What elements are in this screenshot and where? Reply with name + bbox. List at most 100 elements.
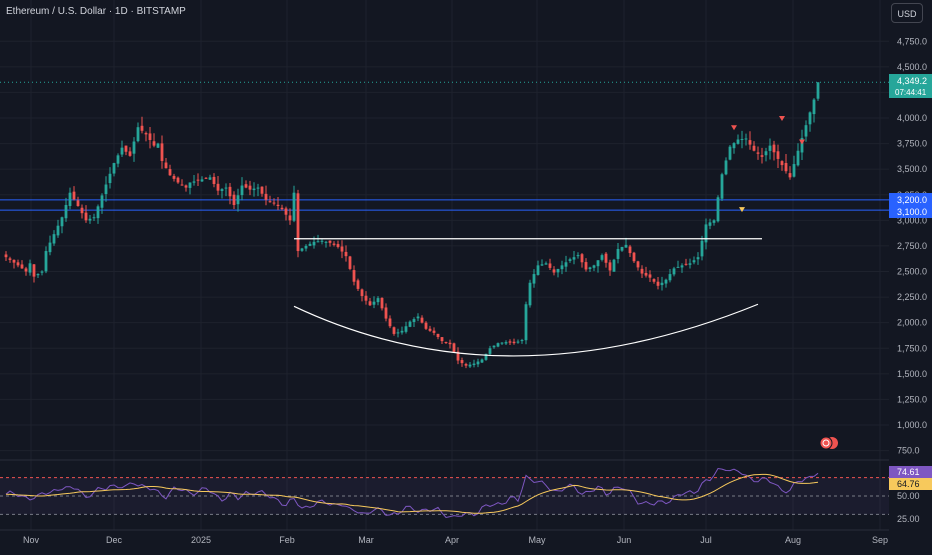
candle[interactable] bbox=[508, 339, 512, 346]
candle[interactable] bbox=[504, 340, 508, 345]
candle[interactable] bbox=[764, 147, 768, 162]
candle[interactable] bbox=[808, 111, 812, 132]
candle[interactable] bbox=[204, 177, 208, 179]
candle[interactable] bbox=[480, 358, 484, 364]
candle[interactable] bbox=[500, 342, 504, 346]
candle[interactable] bbox=[716, 195, 720, 223]
candle[interactable] bbox=[348, 255, 352, 271]
candle[interactable] bbox=[364, 291, 368, 305]
candle[interactable] bbox=[548, 258, 552, 270]
candle[interactable] bbox=[748, 131, 752, 150]
candle[interactable] bbox=[272, 198, 276, 206]
candle[interactable] bbox=[144, 131, 148, 142]
candle[interactable] bbox=[152, 133, 156, 148]
candle[interactable] bbox=[188, 182, 192, 195]
candle[interactable] bbox=[208, 174, 212, 180]
candle[interactable] bbox=[140, 116, 144, 134]
candle[interactable] bbox=[532, 269, 536, 288]
candle[interactable] bbox=[752, 141, 756, 152]
candle[interactable] bbox=[544, 261, 548, 265]
candle[interactable] bbox=[12, 259, 16, 269]
candle[interactable] bbox=[804, 120, 808, 142]
candle[interactable] bbox=[100, 193, 104, 214]
candle[interactable] bbox=[332, 241, 336, 247]
candle[interactable] bbox=[756, 146, 760, 160]
candle[interactable] bbox=[708, 218, 712, 230]
candle[interactable] bbox=[472, 359, 476, 368]
candle[interactable] bbox=[792, 155, 796, 178]
candle[interactable] bbox=[460, 357, 464, 367]
candle[interactable] bbox=[136, 122, 140, 143]
candle[interactable] bbox=[492, 345, 496, 349]
candle[interactable] bbox=[200, 176, 204, 183]
candle[interactable] bbox=[596, 260, 600, 273]
candle[interactable] bbox=[608, 259, 612, 276]
candle[interactable] bbox=[744, 133, 748, 146]
candle[interactable] bbox=[376, 296, 380, 306]
candle[interactable] bbox=[524, 301, 528, 345]
candle[interactable] bbox=[436, 333, 440, 340]
candle[interactable] bbox=[732, 142, 736, 154]
candle[interactable] bbox=[788, 166, 792, 180]
symbol-title[interactable]: Ethereum / U.S. Dollar · 1D · BITSTAMP bbox=[6, 6, 186, 17]
candle[interactable] bbox=[444, 341, 448, 345]
candle[interactable] bbox=[88, 214, 92, 224]
candle[interactable] bbox=[40, 270, 44, 276]
candle[interactable] bbox=[632, 251, 636, 263]
candle[interactable] bbox=[156, 142, 160, 148]
candle[interactable] bbox=[48, 235, 52, 256]
candle[interactable] bbox=[344, 245, 348, 262]
candle[interactable] bbox=[636, 260, 640, 271]
candle[interactable] bbox=[528, 279, 532, 308]
candle[interactable] bbox=[116, 153, 120, 168]
candle[interactable] bbox=[184, 184, 188, 192]
candle[interactable] bbox=[96, 204, 100, 224]
candle[interactable] bbox=[728, 144, 732, 161]
candle[interactable] bbox=[696, 252, 700, 265]
candle[interactable] bbox=[536, 260, 540, 276]
candle[interactable] bbox=[20, 260, 24, 269]
candle[interactable] bbox=[692, 256, 696, 265]
candle[interactable] bbox=[320, 239, 324, 245]
candle[interactable] bbox=[564, 255, 568, 272]
candle[interactable] bbox=[416, 313, 420, 322]
signal-marker-icon[interactable] bbox=[739, 207, 745, 213]
candle[interactable] bbox=[160, 135, 164, 169]
candle[interactable] bbox=[628, 244, 632, 257]
candle[interactable] bbox=[812, 98, 816, 123]
candle[interactable] bbox=[380, 297, 384, 311]
candle[interactable] bbox=[308, 241, 312, 247]
candle[interactable] bbox=[112, 162, 116, 177]
candle[interactable] bbox=[704, 218, 708, 250]
candle[interactable] bbox=[448, 339, 452, 349]
candle[interactable] bbox=[624, 237, 628, 248]
candle[interactable] bbox=[664, 278, 668, 288]
candle[interactable] bbox=[452, 342, 456, 353]
signal-marker-icon[interactable] bbox=[779, 116, 785, 122]
candle[interactable] bbox=[276, 197, 280, 211]
candle[interactable] bbox=[568, 257, 572, 263]
candle[interactable] bbox=[168, 164, 172, 176]
candle[interactable] bbox=[176, 176, 180, 184]
candle[interactable] bbox=[72, 186, 76, 201]
candle[interactable] bbox=[172, 173, 176, 182]
candle[interactable] bbox=[244, 180, 248, 189]
signal-marker-icon[interactable] bbox=[731, 125, 737, 131]
candle[interactable] bbox=[256, 183, 260, 197]
candle[interactable] bbox=[4, 251, 8, 261]
candle[interactable] bbox=[456, 347, 460, 365]
candle[interactable] bbox=[424, 321, 428, 331]
candle[interactable] bbox=[232, 191, 236, 209]
candle[interactable] bbox=[80, 204, 84, 219]
candle[interactable] bbox=[264, 185, 268, 206]
candle[interactable] bbox=[428, 325, 432, 332]
candle[interactable] bbox=[776, 144, 780, 168]
candle[interactable] bbox=[216, 176, 220, 196]
candle[interactable] bbox=[392, 326, 396, 336]
candle[interactable] bbox=[300, 247, 304, 252]
candle[interactable] bbox=[252, 182, 256, 197]
candle[interactable] bbox=[324, 240, 328, 248]
candle[interactable] bbox=[164, 158, 168, 169]
candle[interactable] bbox=[192, 175, 196, 186]
candle[interactable] bbox=[800, 129, 804, 161]
